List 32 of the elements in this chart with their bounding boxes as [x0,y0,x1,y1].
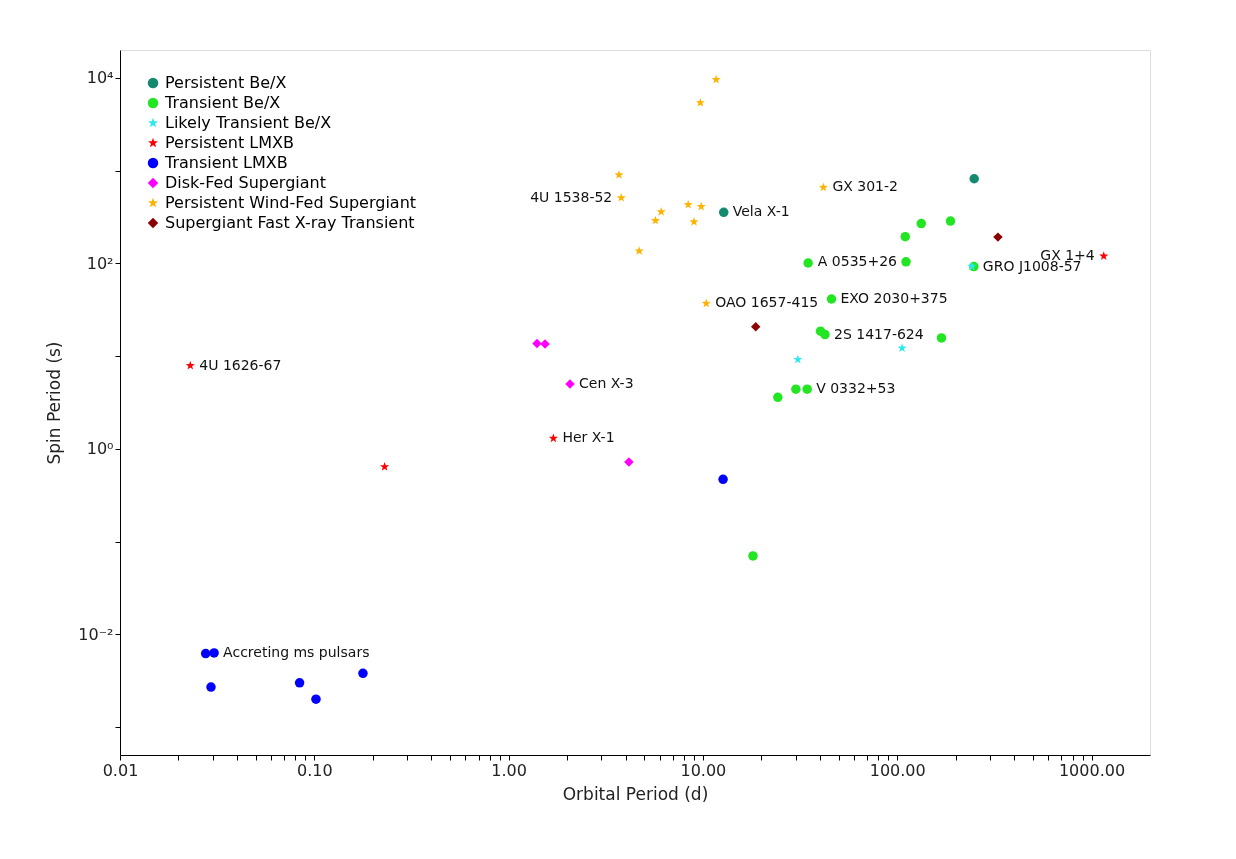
legend-label: Transient LMXB [164,153,288,172]
x-tick-label: 10.00 [680,760,727,780]
legend-label: Supergiant Fast X-ray Transient [165,213,415,232]
legend-label: Transient Be/X [164,93,281,112]
legend-label: Persistent LMXB [165,133,294,152]
annotation: Her X-1 [562,429,615,446]
x-tick-label: 0.10 [296,760,333,780]
annotation: 4U 1626-67 [199,356,282,373]
annotation: V 0332+53 [816,380,896,397]
annotation: OAO 1657-415 [715,294,819,311]
y-tick-label: 10² [86,253,114,273]
annotation: 4U 1538-52 [530,188,613,205]
legend-label: Persistent Wind-Fed Supergiant [165,193,417,212]
legend-label: Likely Transient Be/X [165,113,332,132]
annotation: Cen X-3 [579,375,634,392]
annotation: EXO 2030+375 [840,290,948,307]
annotation: GX 301-2 [832,178,898,195]
x-tick-label: 0.01 [102,760,139,780]
legend-label: Persistent Be/X [165,73,287,92]
x-axis-title: Orbital Period (d) [562,783,709,804]
x-tick-label: 1.00 [491,760,527,780]
y-tick-label: 10⁴ [86,68,114,88]
annotation: A 0535+26 [817,252,898,269]
annotation: 2S 1417-624 [834,325,924,342]
annotation: Vela X-1 [732,203,790,220]
y-axis-title: Spin Period (s) [44,341,65,465]
x-tick-label: 1000.00 [1058,760,1126,780]
annotation: Accreting ms pulsars [223,643,370,660]
legend-label: Disk-Fed Supergiant [165,173,326,192]
y-tick-label: 10⁰ [86,439,114,459]
y-tick-label: 10⁻² [78,624,114,644]
x-tick-label: 100.00 [869,760,926,780]
